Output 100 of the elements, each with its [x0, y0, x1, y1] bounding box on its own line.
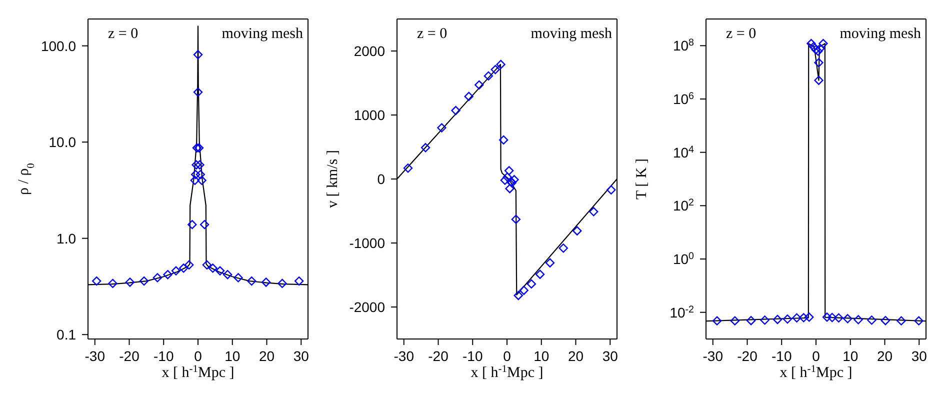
y-tick-label: 10$^{8}$ — [672, 37, 695, 54]
point — [195, 160, 204, 170]
point — [108, 278, 118, 288]
y-tick-label: 10$^{2}$ — [672, 197, 694, 214]
point — [880, 316, 890, 326]
y-tick-label: 1.0 — [56, 230, 76, 246]
x-tick-label: 20 — [258, 348, 275, 364]
y-tick-label: 10$^{0}$ — [672, 250, 695, 267]
x-tick-label: 0 — [503, 348, 512, 364]
point — [606, 185, 616, 194]
x-tick-label: 10 — [224, 348, 240, 364]
x-tick-label: -20 — [737, 348, 758, 364]
point — [403, 164, 413, 173]
point — [804, 312, 814, 322]
point — [190, 176, 200, 185]
point — [799, 313, 808, 322]
point — [730, 316, 740, 326]
point — [464, 92, 474, 102]
point — [178, 264, 188, 273]
x-tick-label: 20 — [568, 348, 584, 364]
y-axis-title: T [ K ] — [634, 158, 650, 200]
point — [782, 314, 792, 324]
point — [139, 276, 149, 286]
point — [437, 123, 446, 132]
x-tick-label: 30 — [911, 348, 928, 364]
point — [558, 244, 568, 253]
x-axis-title: x [ h$^{-1}$Mpc ] — [162, 364, 234, 381]
point — [843, 314, 852, 324]
point — [192, 160, 201, 170]
point — [196, 170, 206, 180]
point — [193, 50, 203, 60]
point — [190, 170, 200, 180]
point — [208, 264, 218, 273]
y-tick-label: 2000 — [354, 43, 386, 59]
point — [896, 316, 906, 326]
point — [519, 286, 528, 295]
point — [818, 38, 828, 48]
point — [484, 71, 494, 81]
point — [188, 220, 197, 230]
point — [261, 278, 271, 287]
point — [822, 312, 832, 322]
x-tick-label: 10 — [842, 348, 858, 364]
point — [474, 80, 484, 90]
point — [772, 314, 782, 324]
point — [526, 279, 536, 289]
point — [510, 175, 519, 184]
x-tick-label: -10 — [462, 348, 483, 364]
annotation: z = 0 — [417, 26, 448, 43]
point — [200, 220, 210, 230]
x-axis-title: x [ h$^{-1}$Mpc ] — [780, 364, 852, 381]
point — [914, 316, 924, 326]
x-tick-label: 30 — [602, 348, 618, 364]
x-tick-label: -20 — [428, 348, 449, 364]
x-tick-label: -30 — [702, 348, 724, 364]
point — [92, 276, 102, 286]
y-tick-label: 0.1 — [56, 326, 76, 343]
annotation: z = 0 — [726, 26, 756, 43]
y-tick-label: 10$^{6}$ — [672, 90, 695, 107]
point — [171, 266, 181, 276]
y-tick-label: -1000 — [349, 235, 386, 251]
point — [589, 207, 598, 216]
point — [247, 276, 256, 286]
x-tick-label: -10 — [154, 348, 174, 364]
y-tick-label: 10$^{4}$ — [672, 144, 695, 160]
y-tick-label: 1000 — [354, 107, 386, 123]
point — [814, 76, 824, 85]
point — [813, 46, 823, 56]
x-tick-label: 20 — [876, 348, 893, 364]
point — [202, 260, 212, 270]
y-tick-label: -2000 — [349, 299, 386, 315]
point — [222, 270, 232, 280]
point — [854, 315, 863, 324]
x-tick-label: 30 — [293, 348, 310, 364]
point — [184, 260, 194, 270]
point — [545, 258, 555, 268]
y-tick-label: 10$^{-2}$ — [670, 304, 694, 320]
point — [867, 316, 876, 325]
point — [500, 176, 510, 185]
point — [498, 135, 508, 145]
point — [294, 276, 304, 286]
y-tick-label: 0 — [377, 171, 386, 187]
point — [504, 166, 514, 176]
point — [792, 313, 802, 322]
point — [811, 45, 820, 54]
point — [808, 42, 818, 52]
point — [234, 273, 243, 282]
point — [496, 60, 506, 70]
point — [278, 278, 287, 288]
point — [535, 270, 545, 279]
point — [505, 184, 514, 194]
point — [502, 172, 512, 182]
point — [806, 38, 816, 48]
point — [514, 290, 523, 300]
annotation: z = 0 — [108, 26, 138, 43]
point — [746, 316, 756, 326]
y-tick-label: 100.0 — [40, 38, 76, 54]
point — [215, 266, 225, 276]
point — [197, 176, 206, 185]
point — [828, 312, 837, 322]
annotation: moving mesh — [840, 26, 921, 43]
